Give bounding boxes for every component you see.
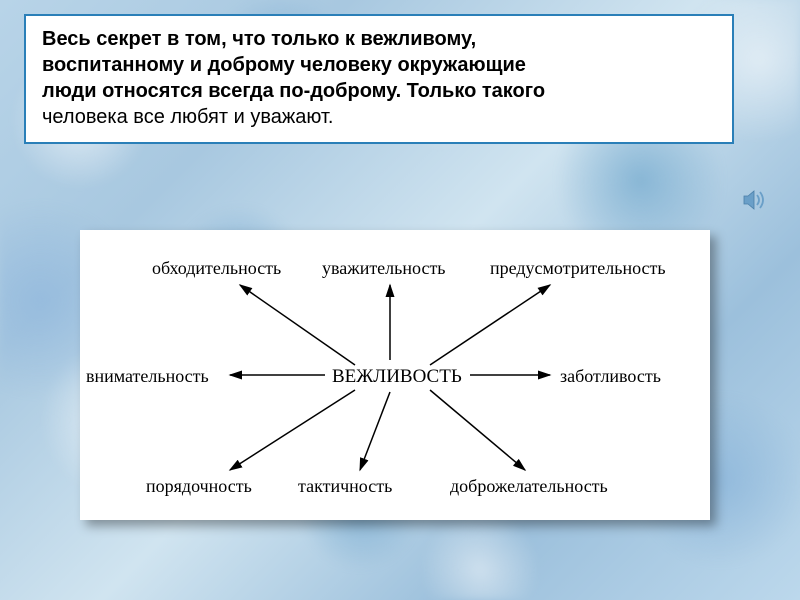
label-bot-right: доброжелательность <box>450 476 608 497</box>
diagram-container: ВЕЖЛИВОСТЬ обходительность уважительност… <box>80 230 710 520</box>
line4: человека все любят и уважают. <box>42 106 333 128</box>
intro-paragraph: Весь секрет в том, что только к вежливом… <box>42 26 716 130</box>
label-bot-mid: тактичность <box>298 476 392 497</box>
line2: воспитанному и доброму человеку окружающ… <box>42 54 526 76</box>
line3: люди относятся всегда по-доброму. Только… <box>42 80 545 102</box>
label-top-mid: уважительность <box>322 258 446 279</box>
label-bot-left: порядочность <box>146 476 252 497</box>
label-mid-right: заботливость <box>560 366 661 387</box>
diagram-panel: ВЕЖЛИВОСТЬ обходительность уважительност… <box>80 230 710 520</box>
line1: Весь секрет в том, что только к вежливом… <box>42 28 476 50</box>
label-top-right: предусмотрительность <box>490 258 666 279</box>
label-top-left: обходительность <box>152 258 281 279</box>
label-mid-left: внимательность <box>86 366 209 387</box>
center-label: ВЕЖЛИВОСТЬ <box>332 366 462 388</box>
sound-icon[interactable] <box>740 186 768 214</box>
intro-text-box: Весь секрет в том, что только к вежливом… <box>24 14 734 144</box>
